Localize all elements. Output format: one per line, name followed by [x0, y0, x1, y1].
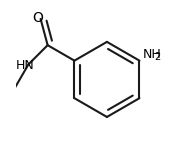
Text: 2: 2: [154, 51, 160, 61]
Text: NH: NH: [143, 48, 162, 60]
Text: HN: HN: [16, 59, 35, 72]
Text: O: O: [32, 11, 43, 25]
